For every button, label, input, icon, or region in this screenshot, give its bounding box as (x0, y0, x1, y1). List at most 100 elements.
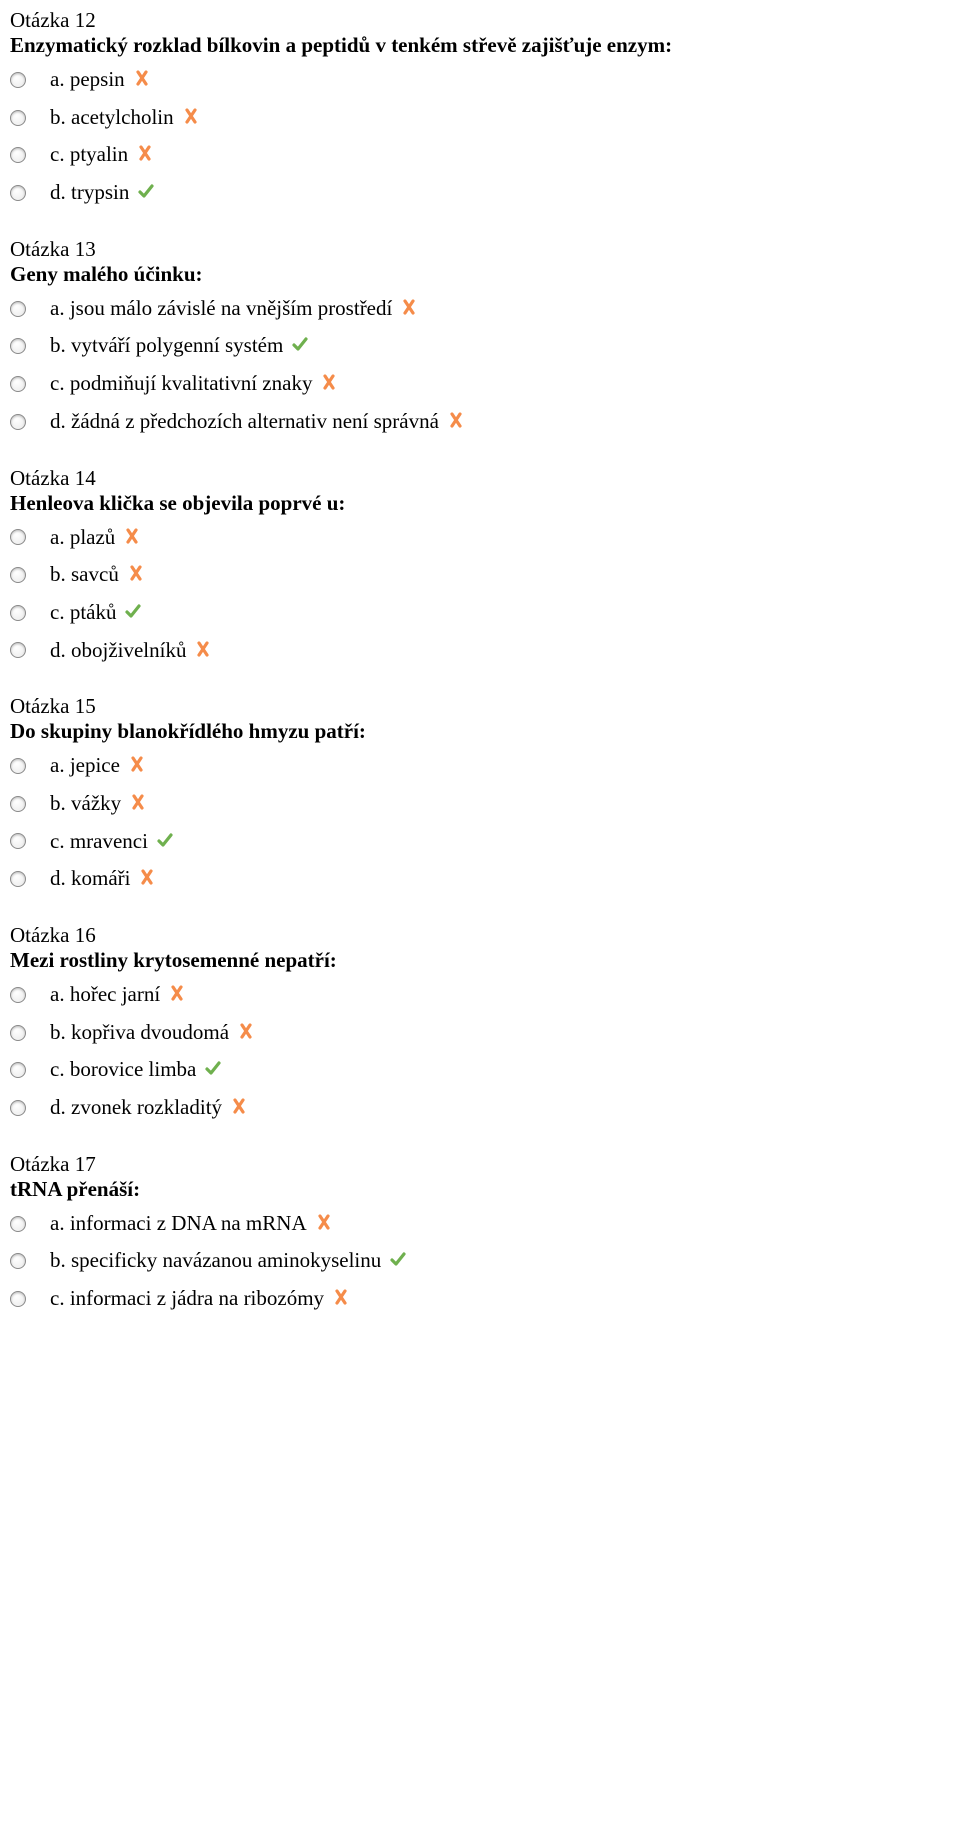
radio-button[interactable] (10, 987, 26, 1003)
cross-icon (230, 1097, 248, 1115)
radio-button[interactable] (10, 147, 26, 163)
option-row: c. mravenci (10, 824, 950, 860)
check-icon (204, 1059, 222, 1077)
cross-icon (237, 1022, 255, 1040)
option-row: d. žádná z předchozích alternativ není s… (10, 404, 950, 440)
option-row: b. savců (10, 557, 950, 593)
option-row: d. obojživelníků (10, 633, 950, 669)
option-label: a. jsou málo závislé na vnějším prostřed… (50, 291, 392, 327)
question-number: Otázka 13 (10, 237, 950, 262)
radio-button[interactable] (10, 758, 26, 774)
radio-button[interactable] (10, 110, 26, 126)
option-label: b. kopřiva dvoudomá (50, 1015, 229, 1051)
option-label: d. žádná z předchozích alternativ není s… (50, 404, 439, 440)
question-number: Otázka 16 (10, 923, 950, 948)
incorrect-mark (168, 977, 186, 1013)
correct-mark (137, 175, 155, 211)
check-icon (137, 182, 155, 200)
cross-icon (127, 564, 145, 582)
radio-button[interactable] (10, 1291, 26, 1307)
question-block: Otázka 14Henleova klička se objevila pop… (10, 466, 950, 669)
option-label: b. savců (50, 557, 119, 593)
radio-button[interactable] (10, 567, 26, 583)
incorrect-mark (194, 633, 212, 669)
option-label: b. acetylcholin (50, 100, 174, 136)
radio-button[interactable] (10, 1100, 26, 1116)
radio-button[interactable] (10, 1216, 26, 1232)
radio-button[interactable] (10, 833, 26, 849)
radio-button[interactable] (10, 642, 26, 658)
cross-icon (182, 107, 200, 125)
radio-button[interactable] (10, 376, 26, 392)
option-label: c. borovice limba (50, 1052, 196, 1088)
incorrect-mark (129, 786, 147, 822)
incorrect-mark (133, 62, 151, 98)
radio-button[interactable] (10, 301, 26, 317)
question-text: Do skupiny blanokřídlého hmyzu patří: (10, 719, 950, 744)
radio-button[interactable] (10, 1025, 26, 1041)
radio-button[interactable] (10, 338, 26, 354)
question-number: Otázka 14 (10, 466, 950, 491)
radio-button[interactable] (10, 605, 26, 621)
correct-mark (156, 824, 174, 860)
correct-mark (389, 1243, 407, 1279)
question-text: Enzymatický rozklad bílkovin a peptidů v… (10, 33, 950, 58)
option-label: c. ptáků (50, 595, 116, 631)
incorrect-mark (138, 861, 156, 897)
question-block: Otázka 12Enzymatický rozklad bílkovin a … (10, 8, 950, 211)
option-label: c. informaci z jádra na ribozómy (50, 1281, 324, 1317)
radio-button[interactable] (10, 1062, 26, 1078)
question-block: Otázka 16Mezi rostliny krytosemenné nepa… (10, 923, 950, 1126)
question-number: Otázka 17 (10, 1152, 950, 1177)
option-label: b. vytváří polygenní systém (50, 328, 283, 364)
cross-icon (138, 868, 156, 886)
incorrect-mark (447, 404, 465, 440)
option-label: a. pepsin (50, 62, 125, 98)
cross-icon (123, 527, 141, 545)
radio-button[interactable] (10, 72, 26, 88)
option-row: a. jsou málo závislé na vnějším prostřed… (10, 291, 950, 327)
check-icon (389, 1250, 407, 1268)
question-block: Otázka 15Do skupiny blanokřídlého hmyzu … (10, 694, 950, 897)
option-row: c. podmiňují kvalitativní znaky (10, 366, 950, 402)
check-icon (156, 831, 174, 849)
option-row: c. ptáků (10, 595, 950, 631)
option-row: b. specificky navázanou aminokyselinu (10, 1243, 950, 1279)
option-row: a. pepsin (10, 62, 950, 98)
option-row: c. informaci z jádra na ribozómy (10, 1281, 950, 1317)
cross-icon (128, 755, 146, 773)
incorrect-mark (128, 748, 146, 784)
incorrect-mark (182, 100, 200, 136)
radio-button[interactable] (10, 414, 26, 430)
question-number: Otázka 12 (10, 8, 950, 33)
option-row: b. acetylcholin (10, 100, 950, 136)
option-label: a. plazů (50, 520, 115, 556)
cross-icon (129, 793, 147, 811)
radio-button[interactable] (10, 185, 26, 201)
cross-icon (136, 144, 154, 162)
option-row: b. kopřiva dvoudomá (10, 1015, 950, 1051)
check-icon (124, 602, 142, 620)
question-number: Otázka 15 (10, 694, 950, 719)
option-row: b. vytváří polygenní systém (10, 328, 950, 364)
radio-button[interactable] (10, 796, 26, 812)
question-text: Henleova klička se objevila poprvé u: (10, 491, 950, 516)
incorrect-mark (320, 366, 338, 402)
option-label: d. zvonek rozkladitý (50, 1090, 222, 1126)
cross-icon (447, 411, 465, 429)
option-row: d. trypsin (10, 175, 950, 211)
cross-icon (133, 69, 151, 87)
cross-icon (332, 1288, 350, 1306)
radio-button[interactable] (10, 871, 26, 887)
incorrect-mark (315, 1206, 333, 1242)
incorrect-mark (230, 1090, 248, 1126)
question-block: Otázka 17tRNA přenáší:a. informaci z DNA… (10, 1152, 950, 1317)
option-row: a. informaci z DNA na mRNA (10, 1206, 950, 1242)
option-label: c. ptyalin (50, 137, 128, 173)
option-row: c. ptyalin (10, 137, 950, 173)
correct-mark (204, 1052, 222, 1088)
radio-button[interactable] (10, 1253, 26, 1269)
option-row: d. zvonek rozkladitý (10, 1090, 950, 1126)
radio-button[interactable] (10, 529, 26, 545)
option-row: d. komáři (10, 861, 950, 897)
